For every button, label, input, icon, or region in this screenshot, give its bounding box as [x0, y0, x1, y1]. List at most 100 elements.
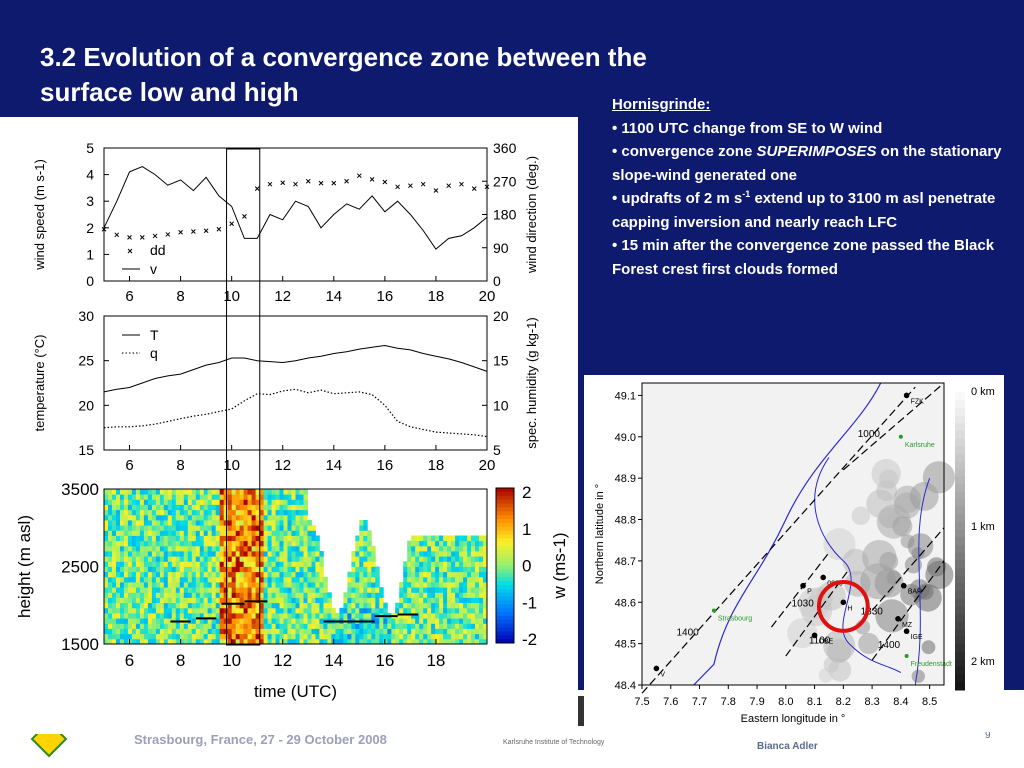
velocity-cell [131, 613, 137, 619]
velocity-cell [195, 520, 201, 526]
velocity-cell [235, 545, 241, 552]
velocity-cell [239, 556, 244, 562]
velocity-cell [104, 494, 109, 500]
elevation-scale-segment [955, 560, 965, 569]
velocity-cell [439, 566, 444, 573]
velocity-cell [287, 582, 292, 588]
wind-direction-marker [305, 178, 311, 184]
velocity-cell [227, 623, 233, 629]
velocity-cell [399, 597, 404, 604]
velocity-cell [112, 551, 117, 557]
velocity-cell [371, 592, 376, 598]
velocity-cell [287, 592, 292, 598]
velocity-cell [287, 561, 292, 567]
velocity-cell [135, 520, 141, 526]
velocity-cell [347, 602, 352, 609]
velocity-cell [247, 520, 252, 526]
velocity-cell [135, 489, 141, 495]
velocity-cell [447, 618, 452, 624]
velocity-cell [283, 489, 288, 495]
velocity-cell [179, 597, 185, 604]
velocity-cell [275, 489, 280, 495]
colorbar-segment [496, 515, 514, 520]
elevation-scale-segment [955, 468, 965, 477]
velocity-cell [359, 530, 364, 536]
velocity-cell [123, 582, 129, 588]
velocity-cell [175, 576, 181, 583]
velocity-cell [151, 520, 157, 526]
velocity-cell [151, 592, 157, 598]
velocity-cell [439, 556, 444, 562]
velocity-cell [483, 618, 488, 624]
velocity-cell [123, 633, 129, 640]
colorbar-segment [496, 534, 514, 539]
velocity-cell [239, 613, 244, 619]
elevation-scale-segment [955, 453, 965, 462]
velocity-cell [359, 576, 364, 583]
velocity-cell [327, 633, 332, 640]
velocity-cell [223, 545, 229, 552]
velocity-cell [415, 592, 420, 598]
velocity-cell [423, 571, 428, 578]
velocity-cell [263, 623, 268, 629]
velocity-cell [459, 602, 464, 609]
wind-direction-marker [356, 173, 362, 179]
velocity-cell [231, 489, 237, 495]
velocity-cell [112, 489, 117, 495]
velocity-cell [211, 545, 217, 552]
velocity-cell [463, 571, 468, 578]
convergence-map: 140010001030110013301400FZKKarlsruheStra… [594, 382, 995, 725]
velocity-cell [307, 582, 312, 588]
velocity-cell [295, 561, 300, 567]
velocity-cell [183, 535, 189, 542]
velocity-cell [447, 576, 452, 583]
map-x-tick-label: 8.5 [922, 696, 937, 708]
velocity-cell [147, 613, 153, 619]
velocity-cell [315, 576, 320, 583]
velocity-cell [211, 623, 217, 629]
velocity-cell [183, 628, 189, 635]
velocity-cell [231, 540, 237, 547]
velocity-cell [355, 592, 360, 598]
velocity-cell [143, 618, 149, 624]
velocity-cell [120, 587, 125, 593]
velocity-cell [151, 556, 157, 562]
velocity-cell [395, 628, 400, 635]
velocity-cell [439, 535, 444, 542]
terrain-patch [866, 489, 895, 518]
velocity-cell [431, 576, 436, 583]
velocity-cell [323, 633, 328, 640]
velocity-cell [395, 633, 400, 640]
velocity-cell [343, 633, 348, 640]
velocity-cell [363, 520, 368, 526]
velocity-cell [123, 499, 129, 505]
velocity-cell [319, 628, 324, 635]
velocity-cell [295, 499, 300, 505]
velocity-cell [375, 623, 380, 629]
velocity-cell [427, 618, 432, 624]
velocity-cell [267, 535, 272, 542]
velocity-cell [459, 535, 464, 542]
elevation-scale-segment [955, 499, 965, 508]
velocity-cell [271, 576, 276, 583]
velocity-cell [463, 540, 468, 547]
velocity-cell [259, 540, 264, 547]
velocity-cell [467, 566, 472, 573]
velocity-cell [299, 638, 304, 645]
elevation-scale-segment [955, 583, 965, 592]
velocity-cell [367, 576, 372, 583]
wind-direction-marker [420, 181, 426, 187]
velocity-cell [451, 597, 456, 604]
velocity-cell [108, 494, 113, 500]
velocity-cell [112, 576, 117, 583]
velocity-cell [411, 551, 416, 557]
velocity-cell [427, 623, 432, 629]
velocity-cell [159, 597, 165, 604]
velocity-cell [435, 633, 440, 640]
velocity-cell [143, 597, 149, 604]
velocity-cell [419, 571, 424, 578]
velocity-cell [447, 623, 452, 629]
velocity-cell [127, 613, 133, 619]
velocity-cell [459, 628, 464, 635]
velocity-cell [271, 592, 276, 598]
